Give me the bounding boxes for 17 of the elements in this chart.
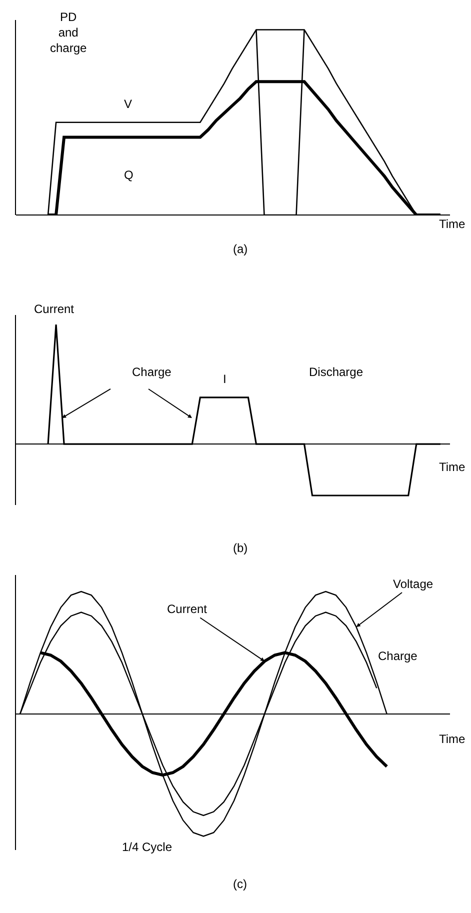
- y-axis-title: Current: [34, 302, 75, 316]
- text: (a): [233, 242, 248, 256]
- text: Voltage: [393, 577, 434, 591]
- x-axis-title: Time: [439, 460, 466, 474]
- text: (c): [233, 877, 247, 891]
- y-axis-title: PD and charge: [50, 10, 88, 56]
- annotation: Discharge: [309, 365, 364, 379]
- x-axis-title: Time: [439, 217, 466, 231]
- text: Current: [167, 602, 208, 616]
- annotation: Charge: [132, 365, 172, 379]
- x-axis-title: Time: [439, 732, 466, 746]
- series-label: I: [223, 372, 226, 386]
- text: 1/4 Cycle: [122, 840, 172, 854]
- series-label: Charge: [378, 649, 418, 663]
- text: (b): [233, 541, 248, 555]
- text: Q: [124, 168, 134, 182]
- series-label: V: [124, 97, 132, 111]
